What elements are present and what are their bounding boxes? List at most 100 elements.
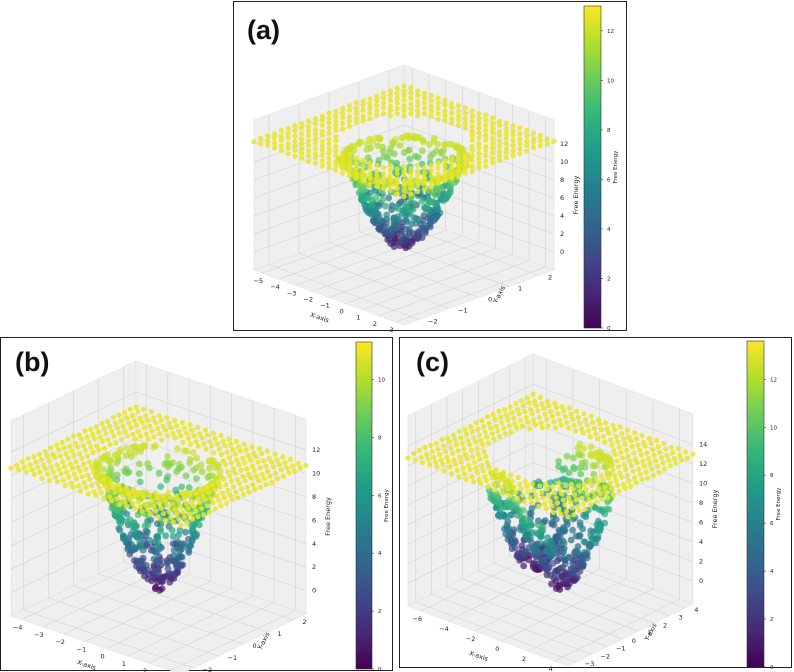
scatter-point-c	[566, 405, 572, 411]
scatter-point-b	[226, 436, 232, 442]
scatter-point-b	[149, 428, 155, 434]
scatter-point-b	[25, 456, 31, 462]
scatter-point-b	[192, 491, 199, 497]
grid-y-floor-c	[478, 570, 639, 632]
scatter-point-c	[487, 491, 495, 498]
scatter-point-a	[363, 146, 371, 153]
scatter-point-b	[242, 478, 248, 484]
colorbar-b	[355, 341, 373, 670]
scatter-point-b	[164, 565, 172, 573]
scatter-point-c	[509, 478, 515, 484]
scatter-point-c	[603, 420, 609, 426]
scatter-point-b	[223, 482, 229, 488]
scatter-point-c	[569, 515, 577, 523]
scatter-point-a	[530, 130, 537, 136]
scatter-point-a	[469, 133, 475, 139]
grid-y-floor-c	[493, 563, 655, 624]
scatter-point-b	[137, 504, 143, 510]
scatter-point-a	[394, 176, 400, 182]
scatter-point-a	[369, 217, 377, 225]
y-tick-label-b: −2	[203, 666, 213, 672]
scatter-point-b	[154, 495, 160, 501]
scatter-point-c	[565, 553, 573, 561]
scatter-point-a	[418, 160, 426, 168]
scatter-point-c	[514, 406, 521, 412]
scatter-point-a	[442, 168, 448, 174]
scatter-point-a	[360, 178, 366, 184]
scatter-point-c	[537, 394, 543, 400]
scatter-point-c	[555, 458, 563, 465]
scatter-point-b	[45, 471, 51, 477]
scatter-point-a	[369, 138, 377, 145]
scatter-point-b	[205, 432, 211, 438]
scatter-point-b	[80, 443, 86, 449]
scatter-point-a	[428, 163, 434, 169]
scatter-point-c	[527, 426, 533, 432]
grid-z-back-c	[532, 384, 694, 445]
scatter-point-c	[530, 391, 536, 397]
scatter-point-b	[129, 412, 135, 418]
scatter-point-b	[143, 413, 149, 419]
scatter-point-c	[512, 421, 518, 427]
scatter-point-b	[112, 489, 118, 495]
scatter-point-a	[374, 112, 380, 118]
scatter-point-c	[560, 548, 567, 556]
scatter-point-b	[52, 474, 58, 480]
scatter-point-c	[542, 548, 550, 555]
scatter-point-b	[181, 542, 189, 550]
scatter-point-c	[531, 417, 537, 423]
scatter-point-b	[226, 455, 232, 461]
scatter-point-a	[333, 127, 339, 133]
scatter-point-c	[637, 471, 643, 477]
scatter-point-b	[101, 495, 107, 502]
scatter-point-b	[101, 425, 107, 431]
scatter-point-c	[640, 458, 646, 464]
scatter-point-b	[155, 469, 163, 477]
colorbar-tick-label-c: 0	[770, 665, 774, 671]
scatter-point-b	[141, 495, 147, 501]
scatter-point-b	[178, 483, 186, 491]
scatter-point-b	[125, 535, 133, 542]
scatter-point-c	[445, 435, 451, 441]
scatter-point-c	[444, 454, 450, 460]
scatter-point-a	[319, 132, 325, 138]
scatter-point-c	[482, 429, 488, 435]
scatter-point-c	[505, 417, 511, 423]
scatter-point-c	[572, 561, 579, 569]
scatter-point-a	[510, 132, 516, 138]
scatter-point-c	[562, 502, 568, 508]
scatter-point-c	[477, 456, 483, 462]
scatter-point-c	[418, 454, 424, 460]
x-tick-label-a: −1	[320, 302, 330, 310]
scatter-point-c	[454, 442, 460, 448]
scatter-point-a	[319, 143, 325, 149]
scatter-point-a	[382, 202, 389, 210]
scatter-point-c	[505, 486, 511, 492]
scatter-point-c	[511, 484, 517, 490]
scatter-point-b	[166, 489, 172, 495]
scatter-point-b	[113, 476, 121, 484]
scatter-point-b	[155, 514, 161, 520]
scatter-point-c	[509, 409, 515, 416]
scatter-point-a	[380, 100, 387, 106]
z-tick-label-a: 2	[560, 230, 564, 238]
scatter-point-b	[303, 462, 309, 468]
scatter-point-b	[253, 453, 259, 460]
scatter-point-c	[614, 458, 620, 464]
scatter-point-b	[75, 464, 81, 470]
scatter-point-b	[230, 466, 236, 472]
scatter-point-c	[600, 433, 606, 440]
scatter-point-a	[476, 150, 482, 156]
scatter-point-c	[613, 434, 619, 440]
scatter-point-b	[77, 488, 84, 494]
scatter-point-c	[523, 415, 529, 421]
scatter-point-b	[105, 437, 111, 443]
scatter-point-c	[581, 458, 589, 466]
scatter-point-c	[504, 481, 510, 487]
scatter-point-c	[463, 431, 469, 437]
scatter-point-b	[54, 462, 60, 468]
scatter-point-c	[489, 431, 495, 437]
scatter-point-b	[150, 562, 158, 569]
scatter-point-a	[346, 168, 353, 174]
scatter-point-a	[401, 103, 407, 109]
